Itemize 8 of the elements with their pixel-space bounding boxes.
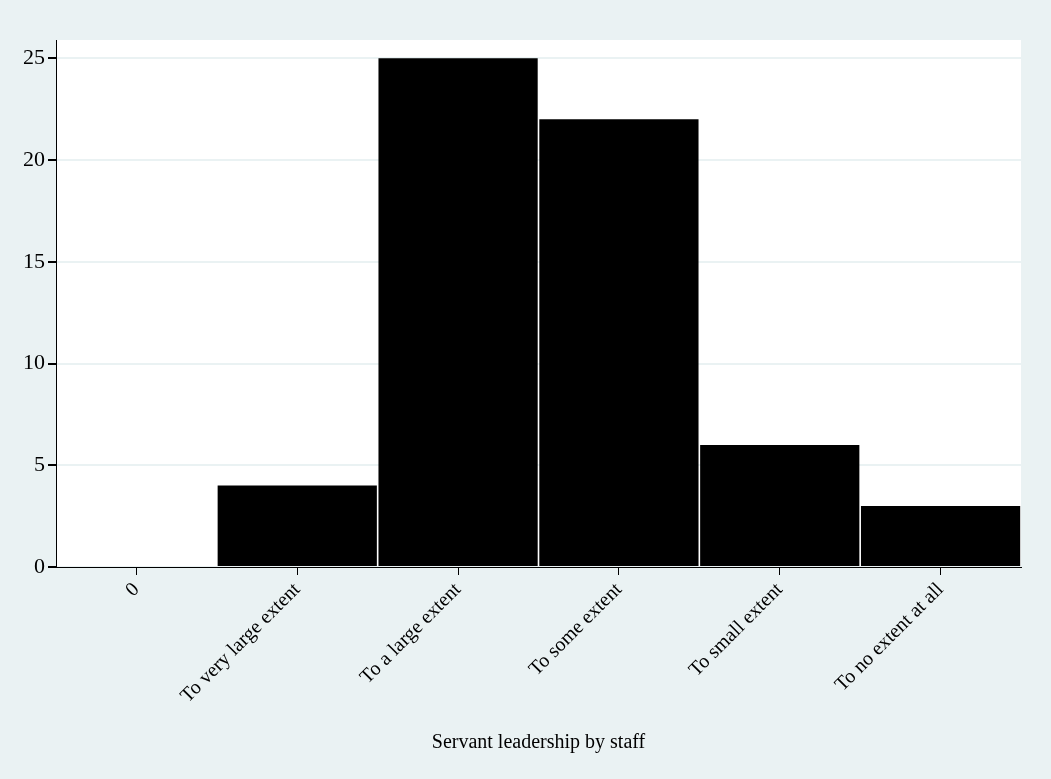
y-tick-label: 20 — [23, 145, 45, 171]
y-tick-label: 5 — [34, 451, 45, 477]
y-tick-label: 0 — [34, 552, 45, 578]
y-tick-label: 15 — [23, 247, 45, 273]
y-tick-label: 10 — [23, 349, 45, 375]
x-tick-label: 0 — [120, 577, 143, 601]
y-tick-label: 25 — [23, 44, 45, 70]
x-axis-title: Servant leadership by staff — [431, 730, 646, 754]
